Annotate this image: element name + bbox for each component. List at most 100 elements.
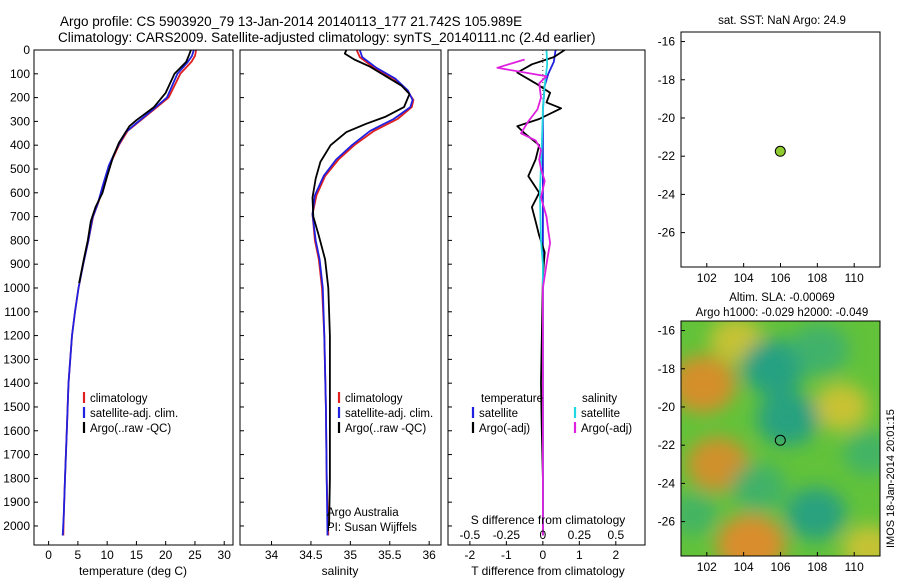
difference-s-xlabel: S difference from climatology	[471, 513, 626, 527]
salinity-profile-xtick-label: 35	[344, 548, 358, 562]
sla-anomaly-cell	[716, 514, 786, 556]
temperature-legend-label: satellite-adj. clim.	[90, 408, 178, 420]
depth-tick-label: 1000	[3, 281, 30, 295]
salinity-profile-xtick-label: 34	[265, 548, 279, 562]
salinity-profile-xtick-label: 35.5	[378, 548, 402, 562]
difference-s-tick-label: 0.25	[568, 528, 592, 542]
difference-legend-temperature-title: temperature	[481, 393, 543, 405]
sst-map-title: sat. SST: NaN Argo: 24.9	[718, 15, 846, 27]
temperature-profile-xtick-label: 20	[159, 548, 173, 562]
depth-tick-label: 1700	[3, 448, 30, 462]
sst-map-ytick-label: -16	[658, 35, 676, 49]
sla-anomaly-cell	[681, 492, 719, 536]
sla-map-xtick-label: 110	[845, 560, 864, 574]
temperature-profile-xtick-label: 0	[45, 548, 52, 562]
temperature-legend-label: climatology	[90, 393, 148, 405]
sst-map-xtick-label: 108	[807, 271, 827, 285]
depth-tick-label: 800	[10, 233, 30, 247]
depth-tick-label: 900	[10, 257, 30, 271]
depth-tick-label: 0	[23, 43, 30, 57]
sst-map-panel: sat. SST: NaN Argo: 24.9 102 104 106 108 110…	[658, 15, 881, 285]
sla-map-ytick-label: -18	[658, 362, 676, 376]
sla-map-ytick-label: -20	[658, 400, 676, 414]
sst-map-ytick-label: -18	[658, 73, 676, 87]
difference-profile-xtick-label: 0	[540, 548, 547, 562]
salinity-profile-xtick-label: 34.5	[299, 548, 323, 562]
sla-anomaly-cell	[681, 355, 736, 413]
salinity-annotation-line2: PI: Susan Wijffels	[327, 522, 417, 534]
sla-anomaly-cell	[756, 391, 820, 446]
depth-tick-label: 700	[10, 210, 30, 224]
difference-t-xlabel: T difference from climatology	[471, 564, 625, 578]
salinity-legend-label: climatology	[345, 393, 403, 405]
sla-anomaly-cell	[785, 487, 846, 541]
difference-temperature-legend-label: Argo(-adj)	[479, 423, 530, 435]
sla-map-xtick-label: 108	[807, 560, 827, 574]
sla-map-ytick-label: -16	[658, 324, 676, 338]
depth-tick-label: 1900	[3, 495, 30, 509]
difference-temperature-legend-label: satellite	[479, 408, 518, 420]
sst-map-xtick-label: 102	[697, 271, 717, 285]
salinity-annotation-line1: Argo Australia	[327, 507, 399, 519]
depth-tick-label: 1300	[3, 352, 30, 366]
temperature-profile-series-satellite	[61, 49, 195, 536]
sla-map-ytick-label: -24	[658, 476, 676, 490]
sla-map-subtitle: Argo h1000: -0.029 h2000: -0.049	[696, 307, 869, 319]
sst-map-ytick-label: -26	[658, 226, 676, 240]
salinity-legend-label: satellite-adj. clim.	[345, 408, 433, 420]
difference-panel-frame	[447, 49, 646, 546]
depth-tick-label: 2000	[3, 519, 30, 533]
side-timestamp: IMOS 18-Jan-2014 20:01:15	[885, 409, 897, 548]
sla-anomaly-cell	[814, 383, 869, 431]
depth-tick-label: 300	[10, 114, 30, 128]
difference-profile-series-s-argo	[496, 58, 551, 536]
salinity-profile-xtick-label: 36	[422, 548, 436, 562]
depth-tick-label: 400	[10, 138, 30, 152]
sst-map-xtick-label: 106	[770, 271, 790, 285]
difference-s-tick-label: 0.5	[607, 528, 624, 542]
difference-s-tick-label: -0.5	[460, 528, 481, 542]
temperature-legend-label: Argo(..raw -QC)	[90, 423, 171, 435]
salinity-panel-frame	[239, 49, 442, 546]
difference-profile-xtick-label: -2	[465, 548, 476, 562]
depth-tick-label: 500	[10, 162, 30, 176]
depth-tick-label: 1100	[4, 305, 30, 319]
temperature-profile-xtick-label: 15	[130, 548, 144, 562]
salinity-xlabel: salinity	[322, 564, 359, 578]
depth-tick-label: 600	[10, 186, 30, 200]
difference-salinity-legend-label: Argo(-adj)	[581, 423, 632, 435]
depth-tick-label: 1400	[3, 376, 30, 390]
temperature-profile-xtick-label: 25	[188, 548, 202, 562]
depth-tick-label: 1200	[3, 329, 30, 343]
sla-map-panel: Altim. SLA: -0.00069 Argo h1000: -0.029 …	[658, 292, 881, 574]
sst-map-argo-location-marker	[774, 145, 786, 157]
difference-profile-series-t-satellite	[542, 49, 557, 536]
salinity-panel: 34 34.5 35 35.5 36 salinity climatology satel…	[239, 49, 442, 578]
difference-profile-xtick-label: 2	[612, 548, 619, 562]
sla-anomaly-cell	[741, 338, 806, 395]
temperature-profile-series-climatology	[62, 49, 197, 536]
temperature-profile-xtick-label: 30	[218, 548, 232, 562]
difference-panel: -2 -1 0 1 2 -0.5 -0.25 0 0.25 0.5 S difference fr…	[447, 49, 646, 578]
depth-tick-label: 1800	[3, 471, 30, 485]
sla-map-ytick-label: -22	[658, 438, 676, 452]
sla-anomaly-cell	[730, 462, 787, 512]
sla-anomaly-cell	[843, 430, 880, 476]
sla-anomaly-cell	[789, 323, 849, 376]
sst-map-ytick-label: -24	[658, 187, 676, 201]
sla-map-title: Altim. SLA: -0.00069	[729, 292, 834, 304]
temperature-xlabel: temperature (deg C)	[79, 564, 187, 578]
sst-map-ytick-label: -20	[658, 111, 676, 125]
temperature-profile-xtick-label: 10	[100, 548, 114, 562]
difference-salinity-legend-label: satellite	[581, 408, 620, 420]
difference-s-tick-label: -0.25	[493, 528, 521, 542]
temperature-profile-series-argo	[78, 49, 192, 284]
difference-profile-xtick-label: -1	[501, 548, 512, 562]
depth-tick-label: 100	[10, 67, 30, 81]
sla-anomaly-cell	[842, 525, 880, 556]
sla-map-argo-location-marker	[774, 434, 786, 446]
difference-s-tick-label: 0	[540, 528, 547, 542]
difference-legend-salinity-title: salinity	[582, 393, 617, 405]
depth-tick-label: 1600	[3, 424, 30, 438]
